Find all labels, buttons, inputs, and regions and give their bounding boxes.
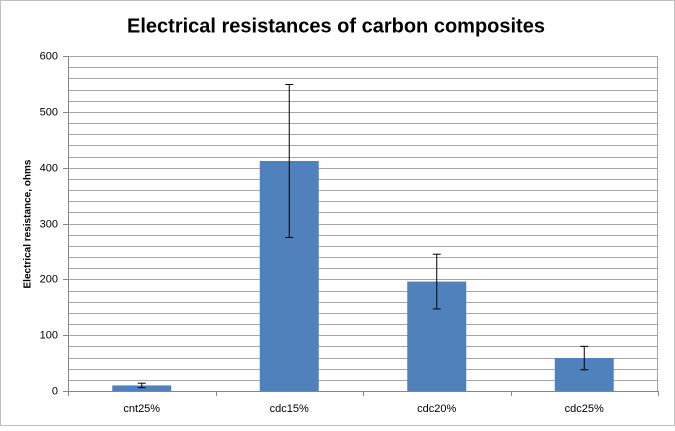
y-tick-label: 300 [40,218,58,230]
y-tick-label: 600 [40,50,58,62]
y-axis-label: Electrical resistance, ohms [23,159,34,288]
y-tick-label: 0 [52,385,58,397]
y-tick-label: 500 [40,106,58,118]
bar [112,385,172,391]
y-tick-label: 400 [40,162,58,174]
y-tick-label: 100 [40,329,58,341]
chart-title: Electrical resistances of carbon composi… [127,15,545,37]
x-tick-label: cdc15% [270,403,309,415]
x-tick-label: cdc25% [565,403,604,415]
y-tick-label: 200 [40,273,58,285]
x-tick-label: cdc20% [417,403,456,415]
x-tick-label: cnt25% [123,403,160,415]
